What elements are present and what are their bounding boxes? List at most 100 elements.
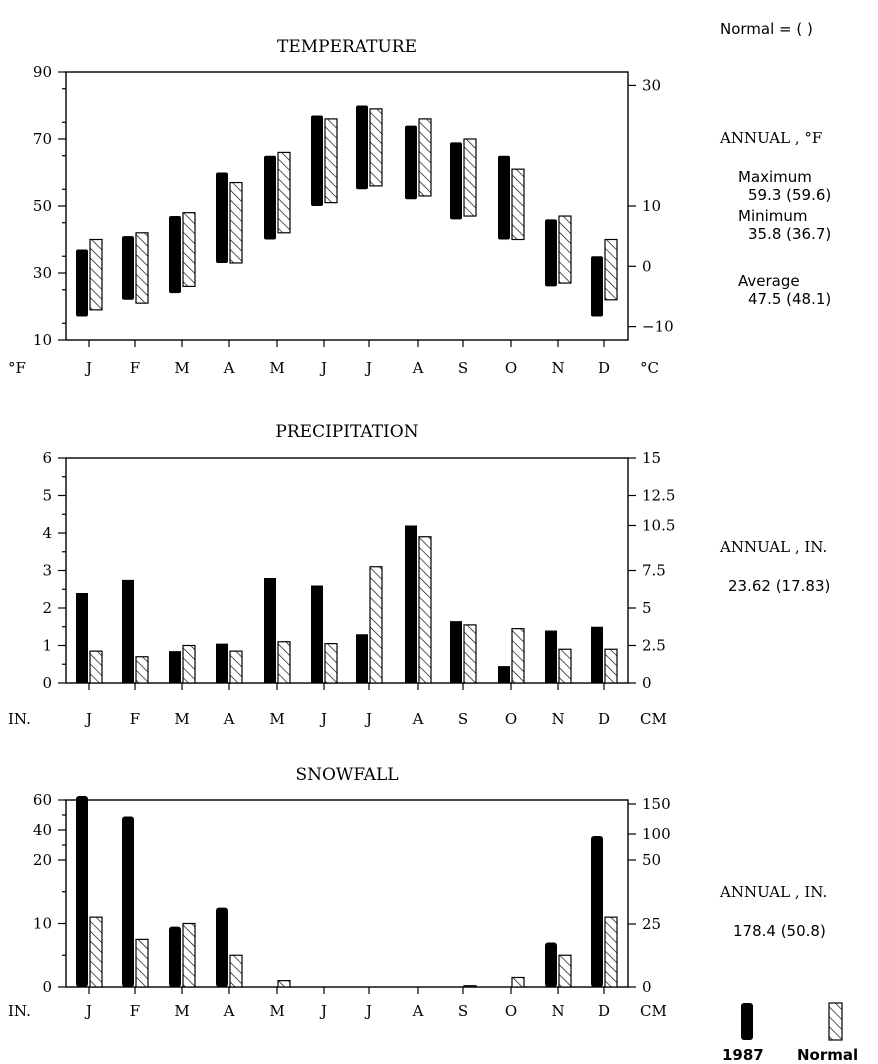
y-left-tick-label: 70 (33, 130, 52, 148)
plot-frame-1 (65, 457, 629, 684)
bar-1987-precip (545, 630, 557, 683)
bar-normal-snow (463, 985, 477, 988)
y-left-tick-label: 1 (42, 637, 52, 655)
x-tick-label: F (130, 1002, 140, 1020)
bar-normal-temp (604, 238, 618, 301)
y-left-unit: °F (8, 359, 26, 377)
x-tick-label: A (412, 710, 424, 728)
y-right-tick-label: 15 (642, 449, 661, 467)
y-left-tick-label: 30 (33, 264, 52, 282)
x-tick-label: A (412, 359, 424, 377)
bar-normal-precip (418, 536, 432, 684)
bar-1987-precip (76, 593, 88, 683)
bar-normal-temp (135, 232, 149, 304)
x-tick-label: D (598, 359, 610, 377)
bar-1987-temp (169, 216, 181, 294)
y-right-tick-label: −10 (642, 318, 674, 336)
bar-1987-precip (591, 626, 603, 683)
bar-normal-snow (229, 954, 243, 988)
bar-1987-snow (545, 942, 557, 987)
x-tick-label: M (174, 1002, 189, 1020)
x-tick-label: J (84, 710, 92, 728)
x-tick-label: M (174, 710, 189, 728)
bar-normal-precip (369, 566, 383, 684)
y-right-tick-label: 10 (642, 197, 661, 215)
legend-hatched-swatch (828, 1002, 843, 1041)
bar-1987-temp (591, 256, 603, 317)
annual-row-label: Average (738, 272, 800, 290)
y-left-tick-label: 0 (42, 674, 52, 692)
bar-1987-temp (450, 142, 462, 220)
plot-frame-2 (65, 799, 629, 988)
y-left-tick-label: 10 (33, 331, 52, 349)
bar-normal-temp (277, 151, 291, 234)
x-tick-label: J (364, 359, 372, 377)
bar-normal-snow (182, 922, 196, 988)
y-left-tick-label: 4 (42, 524, 52, 542)
bar-normal-precip (89, 650, 103, 684)
bar-normal-precip (182, 644, 196, 684)
bar-normal-precip (463, 624, 477, 684)
bar-normal-snow (277, 980, 291, 988)
annual-row-value: 59.3 (59.6) (748, 186, 831, 204)
bar-1987-temp (545, 219, 557, 287)
bar-1987-temp (311, 115, 323, 206)
bar-1987-precip (450, 621, 462, 683)
plot-frame-0 (65, 71, 629, 341)
x-tick-label: J (364, 710, 372, 728)
x-tick-label: S (458, 710, 468, 728)
y-right-tick-label: 0 (642, 257, 652, 275)
bar-normal-temp (324, 118, 338, 204)
x-tick-label: A (223, 359, 235, 377)
y-left-tick-label: 0 (42, 978, 52, 996)
y-left-tick-label: 10 (33, 915, 52, 933)
bar-normal-precip (511, 628, 525, 684)
y-left-tick-label: 90 (33, 63, 52, 81)
bar-1987-precip (498, 666, 510, 683)
x-tick-label: A (223, 1002, 235, 1020)
x-tick-label: O (505, 1002, 517, 1020)
y-right-tick-label: 25 (642, 915, 661, 933)
annual-snow-title: ANNUAL , IN. (719, 883, 827, 901)
x-tick-label: M (269, 359, 284, 377)
y-left-tick-label: 2 (42, 599, 52, 617)
x-tick-label: S (458, 359, 468, 377)
bar-normal-temp (229, 181, 243, 264)
y-right-tick-label: 10.5 (642, 517, 675, 535)
bar-normal-temp (418, 118, 432, 197)
bar-1987-precip (216, 643, 228, 683)
y-right-tick-label: 7.5 (642, 562, 666, 580)
x-tick-label: N (551, 710, 564, 728)
y-right-unit: CM (640, 710, 667, 728)
x-tick-label: D (598, 710, 610, 728)
bar-1987-snow (76, 796, 88, 987)
y-right-unit: °C (640, 359, 659, 377)
bar-normal-snow (89, 916, 103, 988)
bar-1987-precip (311, 585, 323, 683)
x-tick-label: F (130, 710, 140, 728)
x-tick-label: N (551, 1002, 564, 1020)
y-right-tick-label: 150 (642, 795, 671, 813)
x-tick-label: F (130, 359, 140, 377)
x-tick-label: M (174, 359, 189, 377)
y-left-tick-label: 60 (33, 791, 52, 809)
x-tick-label: D (598, 1002, 610, 1020)
bar-normal-precip (558, 648, 572, 684)
y-left-tick-label: 40 (33, 821, 52, 839)
x-tick-label: O (505, 710, 517, 728)
annual-row-label: Minimum (738, 207, 808, 225)
y-right-tick-label: 50 (642, 851, 661, 869)
x-tick-label: J (319, 710, 327, 728)
legend-hatched-label: Normal (797, 1046, 858, 1064)
x-tick-label: M (269, 1002, 284, 1020)
bar-1987-snow (591, 836, 603, 987)
annual-precip-title: ANNUAL , IN. (719, 538, 827, 556)
x-tick-label: A (223, 710, 235, 728)
bar-normal-precip (604, 648, 618, 684)
bar-normal-temp (182, 212, 196, 287)
bar-normal-temp (463, 138, 477, 217)
x-tick-label: J (84, 359, 92, 377)
bar-normal-snow (604, 916, 618, 988)
